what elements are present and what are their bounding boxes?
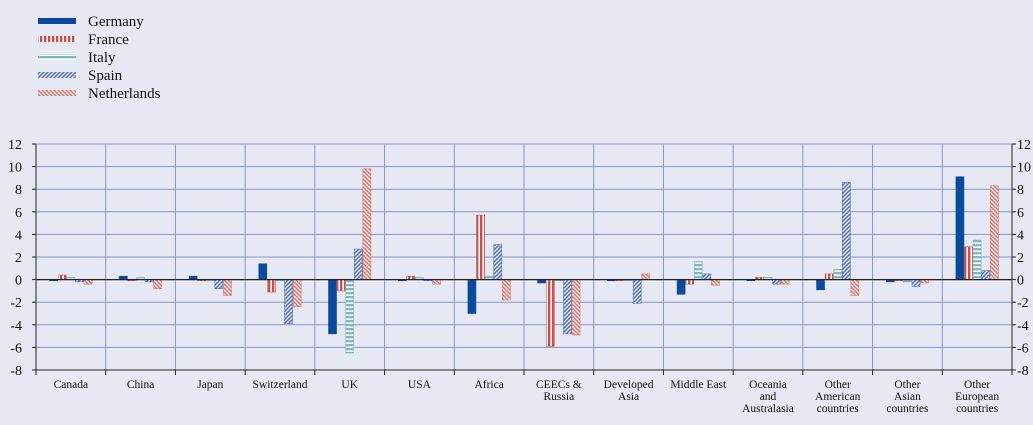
x-category-label-middle-east: Middle East xyxy=(670,379,727,391)
bar-netherlands-canada xyxy=(83,279,93,285)
legend-swatch-spain xyxy=(38,72,76,78)
bar-france-africa xyxy=(476,214,485,280)
bar-spain-middle-east xyxy=(702,273,712,280)
bars xyxy=(49,168,999,354)
bar-netherlands-usa xyxy=(432,279,441,285)
y-tick-label: 8 xyxy=(15,183,22,198)
legend-label-italy: Italy xyxy=(88,50,116,66)
bar-netherlands-africa xyxy=(502,279,511,301)
bar-netherlands-china xyxy=(153,279,163,289)
bar-france-other-american-countries xyxy=(824,273,834,280)
bar-spain-other-asian-countries xyxy=(911,279,921,287)
bar-france-ceecs-russia xyxy=(545,279,555,347)
legend-label-netherlands: Netherlands xyxy=(88,86,161,102)
bar-germany-africa xyxy=(467,279,477,314)
bar-netherlands-switzerland xyxy=(292,279,302,308)
y-tick-label: -8 xyxy=(10,364,22,379)
y-tick-label: 12 xyxy=(8,138,22,153)
right-tick-label: 6 xyxy=(1017,206,1024,221)
bar-spain-other-american-countries xyxy=(842,182,851,280)
bar-spain-africa xyxy=(493,244,503,280)
bar-france-other-european-countries xyxy=(964,246,973,280)
bar-spain-uk xyxy=(354,248,363,280)
legend-label-spain: Spain xyxy=(88,68,123,84)
bar-netherlands-developed-asia xyxy=(641,273,651,280)
y-tick-label: 10 xyxy=(8,161,22,176)
x-category-label-japan: Japan xyxy=(197,379,223,391)
bar-france-uk xyxy=(336,279,346,292)
y-tick-label: -2 xyxy=(10,296,22,311)
x-category-label-oceania-and-australasia: Oceania and Australasia xyxy=(742,379,794,415)
right-tick-label: 2 xyxy=(1017,251,1024,266)
legend-swatch-italy xyxy=(38,54,76,60)
bar-france-middle-east xyxy=(685,279,694,285)
x-axis-categories: Canada China Japan Switzerland UK USA Africa CE… xyxy=(54,379,1000,415)
right-tick-label: 12 xyxy=(1017,138,1031,153)
right-tick-label: 8 xyxy=(1017,183,1024,198)
x-category-label-uk: UK xyxy=(341,379,358,391)
right-tick-label: -4 xyxy=(1017,319,1029,334)
legend: Germany France Italy Spain Netherlands xyxy=(38,14,161,102)
x-category-label-developed-asia: Developed Asia xyxy=(604,379,654,403)
bar-netherlands-other-american-countries xyxy=(850,279,860,296)
x-category-label-other-american-countries: Other American countries xyxy=(815,379,861,415)
bar-italy-uk xyxy=(345,279,355,354)
bar-netherlands-other-european-countries xyxy=(990,185,999,280)
y-tick-label: 4 xyxy=(15,228,22,243)
y-tick-label: 0 xyxy=(15,274,22,289)
x-category-label-usa: USA xyxy=(408,379,432,391)
bar-germany-switzerland xyxy=(258,263,268,280)
right-tick-label: -2 xyxy=(1017,296,1029,311)
bar-spain-developed-asia xyxy=(632,279,642,304)
bar-italy-middle-east xyxy=(693,261,703,280)
bar-netherlands-japan xyxy=(223,279,232,296)
bar-germany-other-european-countries xyxy=(955,176,965,280)
bar-spain-japan xyxy=(214,279,224,289)
bar-france-switzerland xyxy=(267,279,276,293)
legend-label-germany: Germany xyxy=(88,14,144,30)
legend-label-france: France xyxy=(88,32,129,48)
legend-swatch-germany xyxy=(38,18,76,24)
y-axis-ticks: 12 10 8 6 4 2 0 -2 -4 -6 -8 xyxy=(8,138,36,379)
bar-spain-switzerland xyxy=(284,279,293,324)
y-tick-label: -4 xyxy=(10,319,22,334)
x-category-label-china: China xyxy=(127,379,154,391)
bar-france-canada xyxy=(57,274,67,280)
x-category-label-other-european-countries: Other European countries xyxy=(955,379,999,415)
bar-germany-other-american-countries xyxy=(816,279,825,291)
bar-netherlands-uk xyxy=(362,168,372,280)
x-category-label-other-asian-countries: Other Asian countries xyxy=(886,379,929,415)
bar-spain-other-european-countries xyxy=(981,270,991,280)
x-category-label-africa: Africa xyxy=(474,379,503,391)
right-tick-label: 10 xyxy=(1017,161,1031,176)
bar-spain-oceania-and-australasia xyxy=(772,279,781,285)
legend-swatch-france xyxy=(38,36,76,42)
bar-spain-ceecs-russia xyxy=(563,279,572,335)
y-axis-ticks-right: 12 10 8 6 4 2 0 -2 -4 -6 -8 xyxy=(1012,138,1031,379)
bar-netherlands-oceania-and-australasia xyxy=(780,279,790,285)
bar-germany-uk xyxy=(328,279,337,335)
bar-italy-other-european-countries xyxy=(972,239,982,280)
x-category-label-ceecs-russia: CEECs & Russia xyxy=(536,379,582,403)
legend-swatch-netherlands xyxy=(38,90,76,96)
y-tick-label: 2 xyxy=(15,251,22,266)
right-tick-label: -8 xyxy=(1017,364,1029,379)
x-category-label-canada: Canada xyxy=(54,379,88,391)
bar-netherlands-middle-east xyxy=(711,279,720,286)
right-tick-label: -6 xyxy=(1017,341,1029,356)
bar-italy-other-american-countries xyxy=(833,269,843,280)
bar-germany-middle-east xyxy=(676,279,686,295)
right-tick-label: 4 xyxy=(1017,228,1024,243)
y-tick-label: 6 xyxy=(15,206,22,221)
y-tick-label: -6 xyxy=(10,341,22,356)
x-category-label-switzerland: Switzerland xyxy=(253,379,308,391)
right-tick-label: 0 xyxy=(1017,274,1024,289)
bar-netherlands-ceecs-russia xyxy=(571,279,581,336)
